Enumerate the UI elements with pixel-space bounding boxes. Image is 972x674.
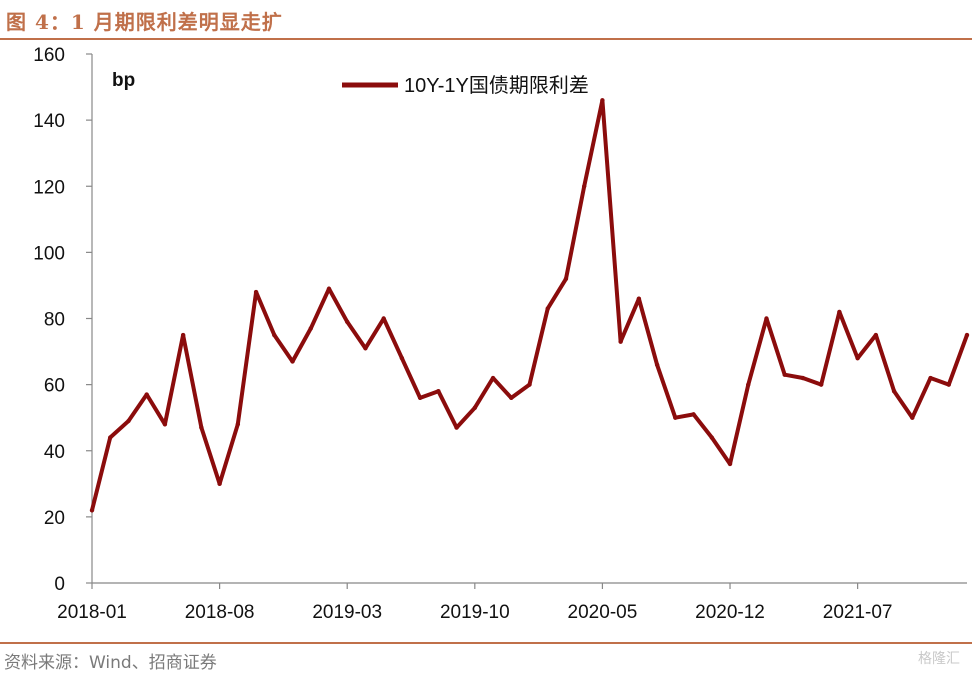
data-point — [618, 339, 623, 344]
data-point — [782, 372, 787, 377]
x-tick-label: 2021-07 — [823, 602, 893, 623]
x-tick-label: 2018-08 — [185, 602, 255, 623]
data-point — [946, 382, 951, 387]
y-tick-label: 120 — [33, 177, 65, 198]
data-point — [654, 362, 660, 367]
figure-title: 图 4：1 月期限利差明显走扩 — [6, 10, 283, 34]
data-point — [308, 326, 313, 331]
data-point — [837, 309, 842, 315]
data-point — [727, 461, 733, 467]
data-point — [89, 508, 95, 513]
data-point — [381, 316, 386, 321]
y-tick-label: 0 — [54, 574, 65, 595]
x-tick-label: 2018-01 — [57, 602, 127, 623]
y-tick-label: 80 — [44, 310, 65, 331]
data-point — [818, 382, 824, 387]
data-point — [545, 306, 550, 311]
data-point — [673, 415, 678, 420]
data-point — [436, 389, 441, 394]
data-point — [490, 375, 496, 381]
data-point — [709, 435, 714, 440]
x-tick-label: 2020-05 — [568, 602, 638, 623]
data-point — [454, 425, 459, 430]
data-point — [691, 412, 696, 417]
data-point — [800, 375, 806, 381]
data-point — [345, 319, 350, 325]
data-point — [527, 382, 532, 387]
data-point — [636, 296, 642, 301]
data-point — [600, 98, 605, 103]
data-point — [928, 375, 933, 381]
x-axis: 2018-01 2018-08 2019-03 2019-10 2020-05 2020-… — [57, 582, 967, 623]
data-point — [326, 286, 332, 291]
data-point — [363, 346, 368, 351]
data-point — [746, 382, 751, 387]
data-point — [180, 332, 186, 338]
data-point — [509, 395, 514, 401]
data-point — [417, 395, 423, 401]
data-point — [126, 418, 131, 424]
data-point — [873, 332, 879, 338]
series-line — [90, 98, 969, 513]
data-point — [891, 389, 897, 394]
y-tick-label: 100 — [33, 243, 65, 264]
y-tick-label: 40 — [44, 442, 65, 463]
y-tick-label: 160 — [33, 45, 65, 66]
source-note: 资料来源：Wind、招商证券 — [4, 653, 217, 673]
plot-area — [89, 98, 970, 513]
data-point — [910, 415, 915, 420]
data-point — [581, 184, 587, 189]
data-point — [235, 422, 241, 427]
data-point — [290, 359, 295, 364]
data-point — [217, 481, 222, 487]
x-tick-label: 2020-12 — [695, 602, 765, 623]
data-point — [162, 422, 168, 427]
title-bar: 图 4：1 月期限利差明显走扩 — [0, 0, 972, 40]
legend-label: 10Y-1Y国债期限利差 — [404, 74, 589, 97]
title-divider — [0, 38, 972, 40]
data-point — [563, 276, 569, 282]
data-point — [253, 289, 259, 295]
data-point — [964, 332, 970, 338]
x-tick-label: 2019-10 — [440, 602, 510, 623]
data-point — [399, 355, 405, 361]
legend: 10Y-1Y国债期限利差 — [342, 74, 589, 97]
data-point — [108, 435, 113, 440]
watermark-logo: 格隆汇 — [918, 651, 960, 667]
data-point — [199, 425, 204, 430]
y-tick-label: 60 — [44, 376, 65, 397]
y-tick-label: 140 — [33, 111, 65, 132]
data-point — [855, 355, 860, 361]
data-point — [272, 332, 277, 338]
line-chart: 0 20 40 60 80 100 120 140 160 2018-01 2018-08 2019… — [33, 45, 970, 623]
data-point — [764, 316, 769, 321]
y-axis: 0 20 40 60 80 100 120 140 160 — [33, 45, 93, 595]
y-tick-label: 20 — [44, 508, 65, 529]
data-point — [472, 405, 478, 410]
y-axis-unit-label: bp — [112, 70, 135, 91]
data-point — [144, 392, 149, 397]
footer-divider — [0, 642, 972, 644]
x-tick-label: 2019-03 — [312, 602, 382, 623]
